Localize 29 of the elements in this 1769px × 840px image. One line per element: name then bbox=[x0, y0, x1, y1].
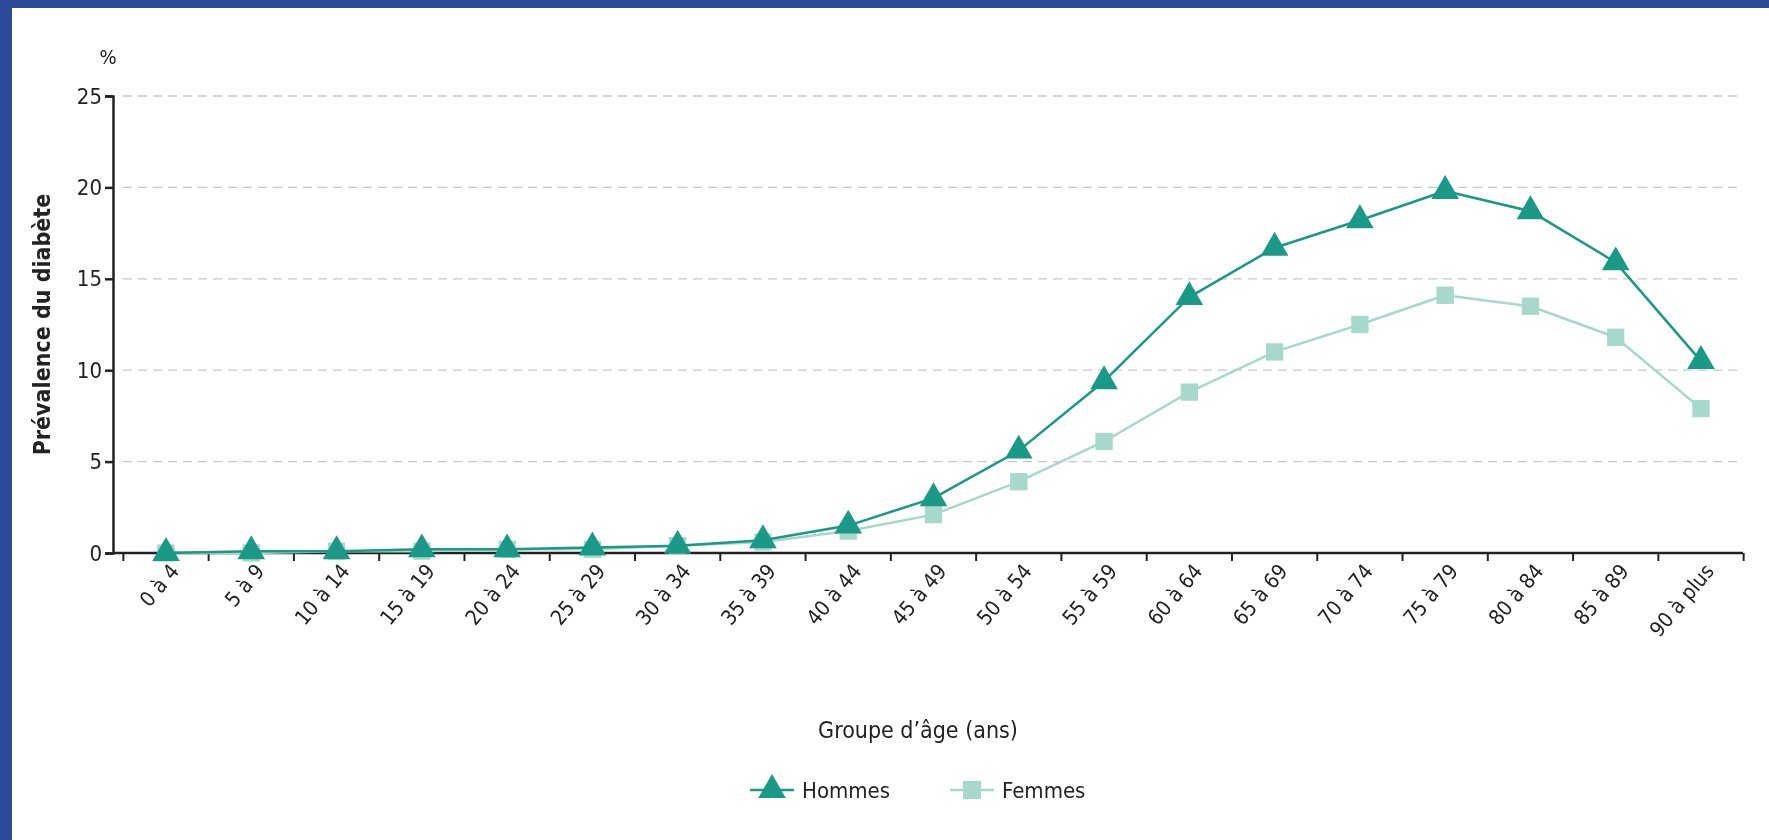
x-tick-label: 5 à 9 bbox=[220, 559, 270, 612]
x-tick-label: 70 à 74 bbox=[1313, 559, 1378, 630]
x-axis-title: Groupe d’âge (ans) bbox=[818, 717, 1018, 743]
x-tick-label: 10 à 14 bbox=[290, 559, 355, 630]
x-tick-label: 30 à 34 bbox=[631, 559, 696, 630]
x-tick-label: 50 à 54 bbox=[972, 559, 1037, 630]
x-tick-label: 35 à 39 bbox=[716, 559, 781, 630]
x-tick-label: 20 à 24 bbox=[460, 559, 526, 630]
x-tick-label: 25 à 29 bbox=[545, 559, 611, 630]
x-tick-label: 65 à 69 bbox=[1228, 559, 1293, 630]
legend-label: Femmes bbox=[1002, 778, 1086, 803]
x-tick-label: 0 à 4 bbox=[134, 559, 184, 612]
x-tick-label: 80 à 84 bbox=[1483, 559, 1549, 630]
y-axis-title: Prévalence du diabète bbox=[29, 193, 55, 456]
text: % bbox=[99, 45, 117, 69]
x-tick-label: 75 à 79 bbox=[1398, 559, 1464, 630]
legend-label: Hommes bbox=[802, 778, 891, 803]
x-tick-label: 60 à 64 bbox=[1142, 559, 1208, 630]
y-tick-label: 25 bbox=[76, 83, 102, 109]
y-tick-label: 10 bbox=[76, 357, 102, 383]
y-tick-label: 15 bbox=[76, 266, 102, 292]
x-tick-label: 15 à 19 bbox=[375, 559, 440, 630]
x-tick-label: 45 à 49 bbox=[887, 559, 952, 630]
x-tick-label: 55 à 59 bbox=[1057, 559, 1123, 630]
y-tick-label: 0 bbox=[89, 540, 102, 566]
y-tick-label: 5 bbox=[89, 449, 102, 475]
y-tick-label: 20 bbox=[76, 174, 102, 200]
x-tick-label: 85 à 89 bbox=[1569, 559, 1634, 630]
x-tick-label: 40 à 44 bbox=[801, 559, 867, 630]
